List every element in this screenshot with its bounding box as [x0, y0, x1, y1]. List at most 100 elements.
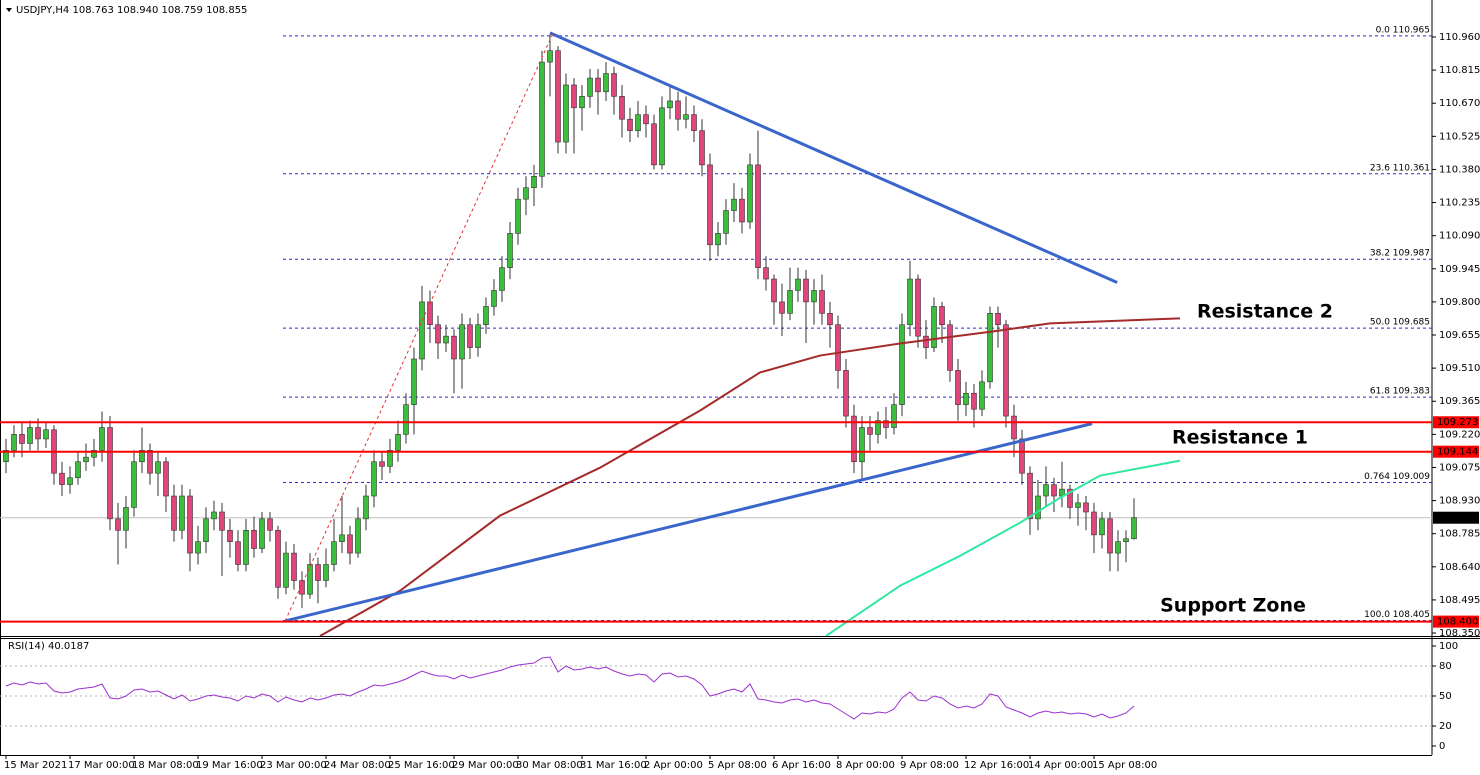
candle-body [635, 114, 641, 131]
candle-body [627, 118, 633, 131]
candle-body [891, 404, 897, 428]
candle-body [843, 370, 849, 417]
candle-body [307, 564, 313, 595]
candle-body [379, 461, 385, 467]
candle-body [835, 324, 841, 371]
y-tick-label: 109.075 [1439, 462, 1480, 473]
candle-body [43, 429, 49, 440]
candle-body [683, 114, 689, 120]
candle-body [419, 301, 425, 360]
rsi-y-tick-label: 20 [1439, 721, 1452, 732]
candle-body [1067, 488, 1073, 508]
candle-body [555, 50, 561, 143]
candle-body [459, 324, 465, 360]
candle-body [1003, 324, 1009, 417]
fib-label: 0.0 110.965 [1376, 25, 1430, 35]
candle-body [523, 187, 529, 200]
x-tick-label: 31 Mar 16:00 [580, 760, 647, 771]
candle-body [571, 84, 577, 109]
candle-body [475, 324, 481, 348]
candle-body [1051, 484, 1057, 497]
candle-body [251, 529, 257, 549]
y-tick-label: 110.525 [1439, 131, 1480, 142]
x-tick-label: 6 Apr 16:00 [772, 760, 831, 771]
candle-body [1035, 495, 1041, 520]
candle-body [811, 290, 817, 303]
main-plot [0, 31, 1432, 636]
candle-body [355, 518, 361, 554]
candle-body [563, 84, 569, 143]
candle-body [579, 96, 585, 109]
candle-body [395, 434, 401, 451]
rsi-plot [0, 656, 1432, 727]
fib-label: 38.2 109.987 [1370, 249, 1430, 259]
y-tick-label: 109.220 [1439, 429, 1480, 440]
rsi-y-tick-label: 100 [1439, 641, 1458, 652]
x-tick-label: 30 Mar 08:00 [516, 760, 583, 771]
candle-body [1075, 502, 1081, 508]
x-tick-label: 29 Mar 00:00 [452, 760, 519, 771]
candle-body [211, 511, 217, 520]
candle-body [83, 456, 89, 463]
candle-body [851, 415, 857, 463]
candle-body [699, 130, 705, 166]
candle-body [747, 164, 753, 223]
candle-body [547, 50, 553, 63]
x-tick-label: 23 Mar 00:00 [260, 760, 327, 771]
candle-body [339, 534, 345, 542]
candle-body [451, 335, 457, 360]
x-tick-label: 25 Mar 16:00 [388, 760, 455, 771]
candle-body [531, 175, 537, 189]
candle-body [323, 564, 329, 581]
y-tick-label: 108.350 [1439, 628, 1480, 639]
candle-body [1011, 415, 1017, 440]
candle-body [347, 534, 353, 554]
candle-body [27, 427, 33, 444]
rsi-title: RSI(14) 40.0187 [8, 641, 89, 652]
candle-body [187, 495, 193, 554]
candle-body [259, 518, 265, 549]
candle-body [947, 324, 953, 371]
candle-body [1107, 518, 1113, 554]
candle-body [827, 313, 833, 326]
fib-label: 50.0 109.685 [1370, 318, 1430, 328]
candle-body [651, 123, 657, 166]
candle-body [707, 164, 713, 246]
price-box-label: 108.400 [1437, 617, 1478, 628]
candle-body [731, 198, 737, 211]
x-tick-label: 14 Apr 00:00 [1028, 760, 1093, 771]
y-tick-label: 110.960 [1439, 32, 1480, 43]
candle-body [931, 306, 937, 348]
y-tick-label: 109.510 [1439, 363, 1480, 374]
x-tick-label: 24 Mar 08:00 [324, 760, 391, 771]
candle-body [755, 164, 761, 268]
candle-body [179, 495, 185, 531]
candle-body [267, 518, 273, 531]
candle-body [483, 306, 489, 326]
candle-body [435, 324, 441, 344]
candle-body [995, 313, 1001, 326]
candle-body [203, 518, 209, 542]
candle-body [715, 233, 721, 246]
candle-body [467, 324, 473, 348]
candle-body [971, 392, 977, 410]
candle-body [403, 404, 409, 435]
y-tick-label: 110.235 [1439, 198, 1480, 209]
candle-body [859, 427, 865, 463]
candle-body [115, 518, 121, 531]
moving-average [319, 317, 1181, 636]
fib-label: 0.764 109.009 [1364, 472, 1430, 482]
candle-body [155, 461, 161, 474]
candle-body [235, 541, 241, 565]
candle-body [771, 278, 777, 303]
candle-body [275, 529, 281, 588]
candle-body [539, 61, 545, 177]
candle-body [1091, 511, 1097, 536]
candle-body [507, 233, 513, 268]
candle-body [243, 529, 249, 565]
y-tick-label: 110.090 [1439, 231, 1480, 242]
trend-line [284, 422, 1093, 623]
candle-body [611, 73, 617, 97]
candle-body [1027, 472, 1033, 520]
x-tick-label: 9 Apr 08:00 [900, 760, 959, 771]
